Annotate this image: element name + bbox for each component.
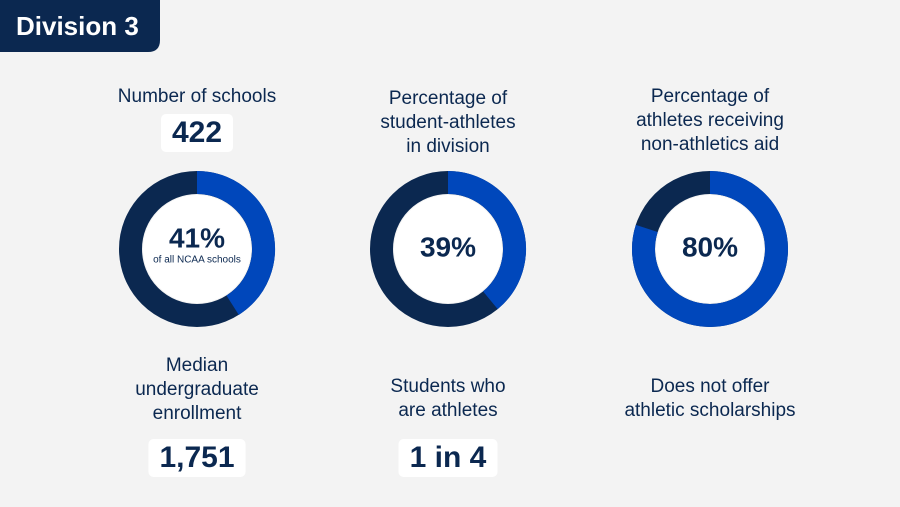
top-label: non-athletics aid — [641, 134, 779, 155]
value-box-bg — [398, 439, 498, 477]
donut-segment — [632, 171, 788, 327]
value-box: 1 in 4 — [398, 439, 498, 477]
value-text: 1 in 4 — [410, 441, 487, 474]
bottom-label: enrollment — [153, 403, 242, 424]
top-label: Number of schools — [118, 86, 276, 107]
top-label: athletes receiving — [636, 110, 784, 131]
donut-label: 39% — [420, 231, 476, 262]
value-text: 422 — [172, 116, 222, 149]
bottom-label: Median — [166, 355, 228, 376]
header-title: Division 3 — [16, 11, 139, 41]
donut-hole — [656, 195, 764, 303]
donut-caption: of all NCAA schools — [153, 255, 241, 266]
value-text: 1,751 — [159, 441, 234, 474]
bottom-label: Students who — [390, 376, 505, 397]
top-label: Percentage of — [651, 86, 770, 107]
top-label: in division — [406, 136, 489, 157]
value-box: 1,751 — [148, 439, 246, 477]
top-label: student-athletes — [380, 112, 515, 133]
bottom-label: Does not offer — [650, 376, 770, 397]
top-label: Percentage of — [389, 88, 508, 109]
value-box-bg — [148, 439, 246, 477]
header-tab — [0, 0, 160, 52]
bottom-label: athletic scholarships — [624, 400, 795, 421]
bottom-label: undergraduate — [135, 379, 259, 400]
value-box-bg — [160, 114, 234, 152]
value-box: 422 — [160, 114, 234, 152]
donut-segment — [196, 171, 275, 315]
donut-hole — [394, 195, 502, 303]
donut-label: 41% — [169, 222, 225, 253]
donut-hole — [143, 195, 251, 303]
donut-segment — [447, 171, 526, 310]
donut-label: 80% — [682, 231, 738, 262]
bottom-label: are athletes — [398, 400, 497, 421]
